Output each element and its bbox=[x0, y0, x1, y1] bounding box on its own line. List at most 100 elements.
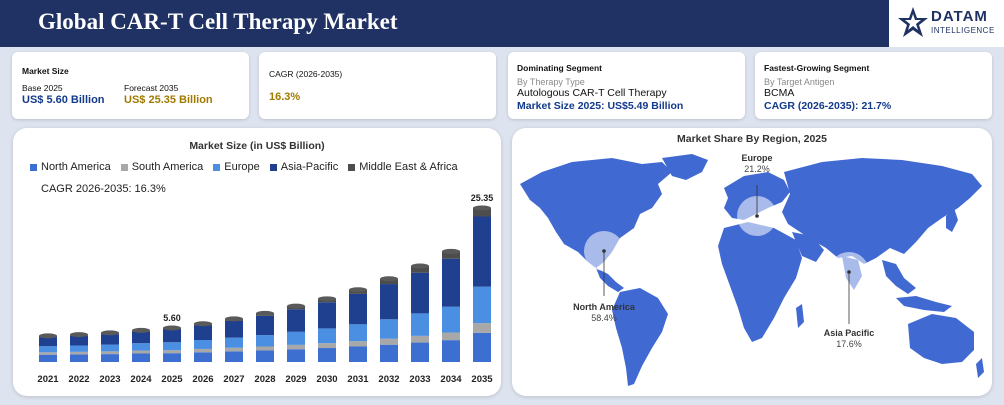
bar-segment-asia-pacific-2021 bbox=[39, 337, 57, 347]
page-title: Global CAR-T Cell Therapy Market bbox=[38, 9, 398, 34]
bar-segment-europe-2022 bbox=[70, 345, 88, 352]
map-southeast-asia bbox=[882, 260, 916, 294]
bar-segment-europe-2027 bbox=[225, 337, 243, 348]
dominating-segment: Autologous CAR-T Cell Therapy bbox=[517, 87, 667, 99]
fastest-metric: CAGR (2026-2035): 21.7% bbox=[764, 100, 892, 112]
legend-item-europe: Europe bbox=[213, 161, 260, 173]
market-size-label: Market Size bbox=[22, 66, 69, 76]
bar-segment-europe-2028 bbox=[256, 335, 274, 347]
forecast-value: US$ 25.35 Billion bbox=[124, 94, 213, 106]
bar-segment-south-america-2022 bbox=[70, 351, 88, 355]
label-north-america: North America 58.4% bbox=[564, 302, 644, 324]
bar-segment-south-america-2026 bbox=[194, 348, 212, 353]
bar-cap-2028 bbox=[256, 310, 274, 316]
bar-segment-asia-pacific-2024 bbox=[132, 331, 150, 344]
region-share: 58.4% bbox=[591, 313, 617, 323]
legend-swatch bbox=[213, 163, 221, 171]
bar-segment-south-america-2025 bbox=[163, 350, 181, 354]
bar-cap-2022 bbox=[70, 332, 88, 338]
bar-segment-asia-pacific-2032 bbox=[380, 284, 398, 320]
bar-segment-south-america-2024 bbox=[132, 350, 150, 354]
bar-segment-europe-2030 bbox=[318, 328, 336, 344]
x-tick-label: 2035 bbox=[471, 374, 493, 385]
legend-swatch bbox=[348, 163, 356, 171]
bar-segment-north-america-2023 bbox=[101, 354, 119, 362]
dominating-metric: Market Size 2025: US$5.49 Billion bbox=[517, 100, 684, 112]
bar-segment-north-america-2024 bbox=[132, 353, 150, 362]
legend-item-north-america: North America bbox=[30, 161, 111, 173]
legend-label: South America bbox=[131, 161, 204, 173]
bar-segment-asia-pacific-2029 bbox=[287, 309, 305, 332]
stacked-bar-chart: 2021 2022 2023 2024 2025 5.60 2026 2027 2028 2029… bbox=[37, 193, 494, 385]
world-map bbox=[520, 154, 984, 386]
bar-segment-south-america-2023 bbox=[101, 351, 119, 355]
dominating-by: By Therapy Type bbox=[517, 77, 585, 87]
x-tick-label: 2034 bbox=[440, 374, 462, 385]
data-label: 5.60 bbox=[163, 313, 181, 323]
x-tick-label: 2029 bbox=[285, 374, 306, 385]
bar-cap-2027 bbox=[225, 316, 243, 322]
cagr-label: CAGR (2026-2035) bbox=[269, 69, 343, 79]
dominating-segment-card: Dominating Segment By Therapy Type Autol… bbox=[508, 52, 745, 119]
legend-label: North America bbox=[41, 161, 111, 173]
bar-segment-north-america-2030 bbox=[318, 348, 336, 362]
bar-segment-north-america-2033 bbox=[411, 342, 429, 362]
bar-segment-north-america-2031 bbox=[349, 346, 367, 362]
legend-item-mea: Middle East & Africa bbox=[348, 161, 458, 173]
bar-segment-south-america-2027 bbox=[225, 347, 243, 352]
bar-segment-asia-pacific-2034 bbox=[442, 258, 460, 307]
map-north-america bbox=[520, 158, 672, 268]
x-tick-label: 2031 bbox=[347, 374, 369, 385]
bar-cap-2021 bbox=[39, 333, 57, 339]
fastest-segment: BCMA bbox=[764, 87, 795, 99]
bar-segment-asia-pacific-2026 bbox=[194, 325, 212, 341]
data-label: 25.35 bbox=[471, 193, 494, 203]
dominating-label: Dominating Segment bbox=[517, 63, 603, 73]
bar-segment-europe-2031 bbox=[349, 324, 367, 342]
map-australia bbox=[908, 314, 974, 364]
map-new-zealand bbox=[976, 358, 984, 378]
map-uk bbox=[726, 184, 736, 200]
map-africa bbox=[718, 222, 802, 342]
cagr-value: 16.3% bbox=[269, 91, 301, 103]
bar-segment-europe-2029 bbox=[287, 331, 305, 345]
market-size-card: Market Size Base 2025 US$ 5.60 Billion F… bbox=[12, 52, 249, 119]
legend-item-asia-pacific: Asia-Pacific bbox=[269, 161, 338, 173]
bar-segment-europe-2026 bbox=[194, 340, 212, 349]
map-asia bbox=[782, 158, 982, 264]
bar-segment-europe-2034 bbox=[442, 306, 460, 333]
x-tick-label: 2026 bbox=[192, 374, 213, 385]
map-japan bbox=[946, 208, 958, 232]
bar-segment-europe-2024 bbox=[132, 343, 150, 351]
legend-item-south-america: South America bbox=[120, 161, 204, 173]
bar-cap-2025 bbox=[163, 325, 181, 331]
bar-segment-asia-pacific-2035 bbox=[473, 216, 491, 287]
bar-segment-south-america-2030 bbox=[318, 343, 336, 349]
bar-cap-2023 bbox=[101, 330, 119, 336]
legend-label: Middle East & Africa bbox=[359, 161, 458, 173]
bar-cap-2033 bbox=[411, 263, 429, 269]
bar-segment-asia-pacific-2030 bbox=[318, 302, 336, 329]
map-title: Market Share By Region, 2025 bbox=[677, 133, 827, 145]
logo-name: DATAM bbox=[931, 8, 988, 25]
bar-cap-2030 bbox=[318, 296, 336, 302]
x-tick-label: 2023 bbox=[99, 374, 120, 385]
region-share: 21.2% bbox=[744, 164, 770, 174]
region-name: Europe bbox=[741, 153, 773, 163]
asia-pacific-dot bbox=[847, 270, 851, 274]
bar-segment-europe-2025 bbox=[163, 342, 181, 351]
x-tick-label: 2021 bbox=[37, 374, 59, 385]
cagr-card: CAGR (2026-2035) 16.3% bbox=[259, 52, 496, 119]
bar-chart-legend: North America South America Europe Asia-… bbox=[30, 161, 458, 173]
bar-cap-2031 bbox=[349, 287, 367, 293]
north-america-dot bbox=[602, 249, 606, 253]
fastest-label: Fastest-Growing Segment bbox=[764, 63, 870, 73]
europe-dot bbox=[755, 214, 759, 218]
bar-segment-north-america-2022 bbox=[70, 354, 88, 362]
bar-segment-asia-pacific-2031 bbox=[349, 293, 367, 325]
bar-segment-europe-2023 bbox=[101, 344, 119, 352]
map-greenland bbox=[662, 154, 708, 180]
map-south-america bbox=[612, 288, 668, 386]
logo-sub: INTELLIGENCE bbox=[931, 26, 995, 35]
x-tick-label: 2033 bbox=[409, 374, 430, 385]
